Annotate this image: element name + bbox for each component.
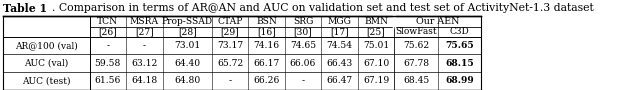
Text: 67.19: 67.19 (363, 76, 389, 85)
Text: 75.62: 75.62 (403, 41, 429, 50)
Text: -: - (106, 41, 109, 50)
Text: C3D: C3D (450, 27, 469, 36)
Text: 66.17: 66.17 (253, 59, 280, 68)
Text: [25]: [25] (367, 27, 385, 36)
Text: 68.99: 68.99 (445, 76, 474, 85)
Text: Table 1: Table 1 (3, 3, 47, 14)
Text: 68.45: 68.45 (403, 76, 429, 85)
Text: MGG: MGG (328, 17, 351, 26)
Text: AR@100 (val): AR@100 (val) (15, 41, 78, 50)
Text: CTAP: CTAP (218, 17, 243, 26)
Text: Prop-SSAD: Prop-SSAD (162, 17, 212, 26)
Text: 66.47: 66.47 (326, 76, 353, 85)
Text: [17]: [17] (330, 27, 349, 36)
Text: 65.72: 65.72 (217, 59, 243, 68)
Text: AUC (val): AUC (val) (24, 59, 68, 68)
Text: 67.10: 67.10 (363, 59, 389, 68)
Text: 75.01: 75.01 (363, 41, 389, 50)
Text: -: - (143, 41, 146, 50)
Text: BMN: BMN (364, 17, 388, 26)
Text: [16]: [16] (257, 27, 276, 36)
Text: 63.12: 63.12 (131, 59, 157, 68)
Text: [29]: [29] (221, 27, 239, 36)
Text: BSN: BSN (256, 17, 277, 26)
Text: 74.54: 74.54 (326, 41, 353, 50)
Text: 67.78: 67.78 (403, 59, 429, 68)
Text: TCN: TCN (97, 17, 118, 26)
Text: -: - (228, 76, 232, 85)
Text: 64.18: 64.18 (131, 76, 157, 85)
Text: SlowFast: SlowFast (395, 27, 437, 36)
Text: 73.17: 73.17 (217, 41, 243, 50)
Text: AUC (test): AUC (test) (22, 76, 70, 85)
Text: -: - (301, 76, 305, 85)
Text: 73.01: 73.01 (174, 41, 200, 50)
Text: Our AEN: Our AEN (416, 17, 460, 26)
Text: 75.65: 75.65 (445, 41, 474, 50)
Text: MSRA: MSRA (130, 17, 159, 26)
Text: [28]: [28] (178, 27, 196, 36)
Text: [27]: [27] (135, 27, 154, 36)
Text: 68.15: 68.15 (445, 59, 474, 68)
Text: 59.58: 59.58 (95, 59, 121, 68)
Text: SRG: SRG (293, 17, 313, 26)
Text: 74.65: 74.65 (290, 41, 316, 50)
Text: 61.56: 61.56 (95, 76, 121, 85)
Text: [30]: [30] (294, 27, 312, 36)
Text: [26]: [26] (99, 27, 117, 36)
Text: 66.43: 66.43 (326, 59, 353, 68)
Text: 74.16: 74.16 (253, 41, 280, 50)
Text: . Comparison in terms of AR@AN and AUC on validation set and test set of Activit: . Comparison in terms of AR@AN and AUC o… (52, 3, 593, 13)
Text: 66.26: 66.26 (253, 76, 280, 85)
Text: 64.40: 64.40 (174, 59, 200, 68)
Text: 66.06: 66.06 (290, 59, 316, 68)
Text: 64.80: 64.80 (174, 76, 200, 85)
